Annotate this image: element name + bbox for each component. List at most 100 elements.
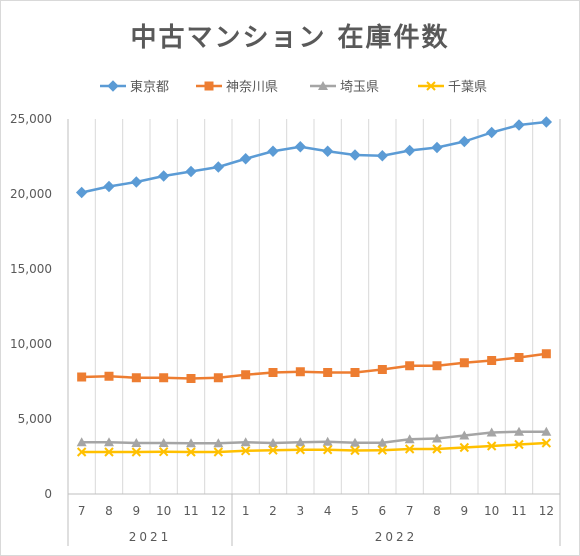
marker-x-stroke	[541, 438, 552, 448]
marker-x-stroke	[158, 446, 169, 457]
data-point	[404, 444, 415, 454]
data-point	[431, 141, 443, 154]
series-triangle	[76, 426, 552, 448]
legend-label: 千葉県	[448, 80, 487, 95]
legend-item: 神奈川県	[196, 80, 278, 95]
x-tick-label: 3	[297, 504, 305, 518]
x-tick-label: 11	[183, 504, 198, 518]
marker-x-stroke	[186, 447, 196, 457]
data-point	[213, 447, 224, 457]
data-point	[268, 368, 278, 377]
marker-x-stroke	[268, 445, 278, 455]
marker-x-stroke	[432, 444, 442, 454]
data-point	[159, 373, 169, 383]
data-point	[241, 370, 251, 380]
data-point	[240, 437, 251, 447]
series-line	[81, 430, 547, 445]
data-point	[131, 447, 142, 457]
data-point	[103, 180, 115, 193]
data-point	[186, 447, 196, 457]
data-point	[458, 135, 471, 148]
legend-marker	[426, 81, 436, 91]
data-point	[131, 438, 142, 447]
data-point	[268, 438, 278, 447]
legend-marker	[107, 80, 119, 92]
data-point	[295, 367, 305, 377]
data-point	[76, 437, 87, 447]
x-tick-label: 10	[484, 504, 499, 518]
data-point	[130, 176, 143, 188]
marker-x-stroke	[213, 447, 224, 457]
data-point	[268, 445, 278, 455]
data-point	[295, 437, 306, 447]
data-point	[104, 371, 114, 381]
marker-x-stroke	[322, 445, 333, 455]
legend-item: 埼玉県	[310, 80, 379, 95]
legend-item: 千葉県	[418, 80, 487, 95]
y-tick-label: 0	[44, 487, 52, 501]
x-tick-label: 8	[433, 504, 441, 518]
x-tick-label: 10	[156, 504, 171, 518]
legend-marker	[318, 81, 328, 90]
data-point	[104, 447, 114, 457]
data-point	[513, 119, 525, 131]
data-point	[76, 447, 87, 457]
data-point	[432, 433, 442, 443]
marker-x-stroke	[76, 447, 87, 457]
data-point	[131, 373, 141, 383]
data-point	[405, 361, 415, 371]
marker-x-stroke	[486, 441, 497, 451]
data-point	[321, 145, 334, 157]
data-point	[377, 445, 388, 455]
data-point	[541, 349, 551, 359]
x-tick-label: 12	[211, 504, 226, 518]
x-tick-label: 8	[105, 504, 113, 518]
legend-item: 東京都	[100, 79, 169, 95]
data-point	[540, 116, 553, 128]
marker-x-stroke	[459, 442, 470, 453]
data-point	[541, 426, 552, 436]
data-point	[432, 444, 442, 454]
data-point	[349, 149, 361, 161]
data-point	[213, 438, 224, 448]
marker-x-stroke	[350, 445, 360, 456]
x-tick-label: 5	[351, 504, 359, 518]
x-tick-label: 7	[406, 504, 414, 518]
data-point	[295, 445, 306, 455]
data-point	[322, 445, 333, 455]
data-point	[377, 437, 388, 447]
year-label: 2021	[129, 530, 172, 544]
data-point	[158, 438, 169, 447]
series-diamond	[75, 116, 553, 199]
data-point	[185, 165, 197, 178]
data-point	[350, 437, 360, 447]
year-label: 2022	[375, 530, 418, 544]
data-point	[186, 438, 196, 448]
x-tick-label: 11	[511, 504, 526, 518]
data-point	[212, 161, 225, 173]
y-tick-label: 10,000	[10, 337, 52, 351]
data-point	[350, 445, 360, 456]
data-point	[432, 361, 442, 371]
data-point	[459, 430, 470, 440]
x-tick-label: 6	[379, 504, 387, 518]
marker-x-stroke	[404, 444, 415, 454]
x-tick-label: 2	[269, 504, 277, 518]
x-tick-label: 12	[539, 504, 554, 518]
data-point	[240, 446, 251, 456]
legend-label: 東京都	[130, 79, 169, 95]
data-point	[459, 442, 470, 453]
marker-x-stroke	[426, 81, 436, 91]
data-point	[541, 438, 552, 448]
x-tick-label: 7	[78, 504, 86, 518]
marker-x-stroke	[514, 439, 524, 450]
x-tick-label: 1	[242, 504, 250, 518]
legend: 東京都 神奈川県 埼玉県 千葉県	[100, 79, 487, 95]
data-point	[239, 153, 252, 165]
marker-x-stroke	[131, 447, 142, 457]
data-point	[186, 374, 196, 383]
y-tick-label: 20,000	[10, 187, 52, 201]
data-point	[75, 186, 88, 199]
